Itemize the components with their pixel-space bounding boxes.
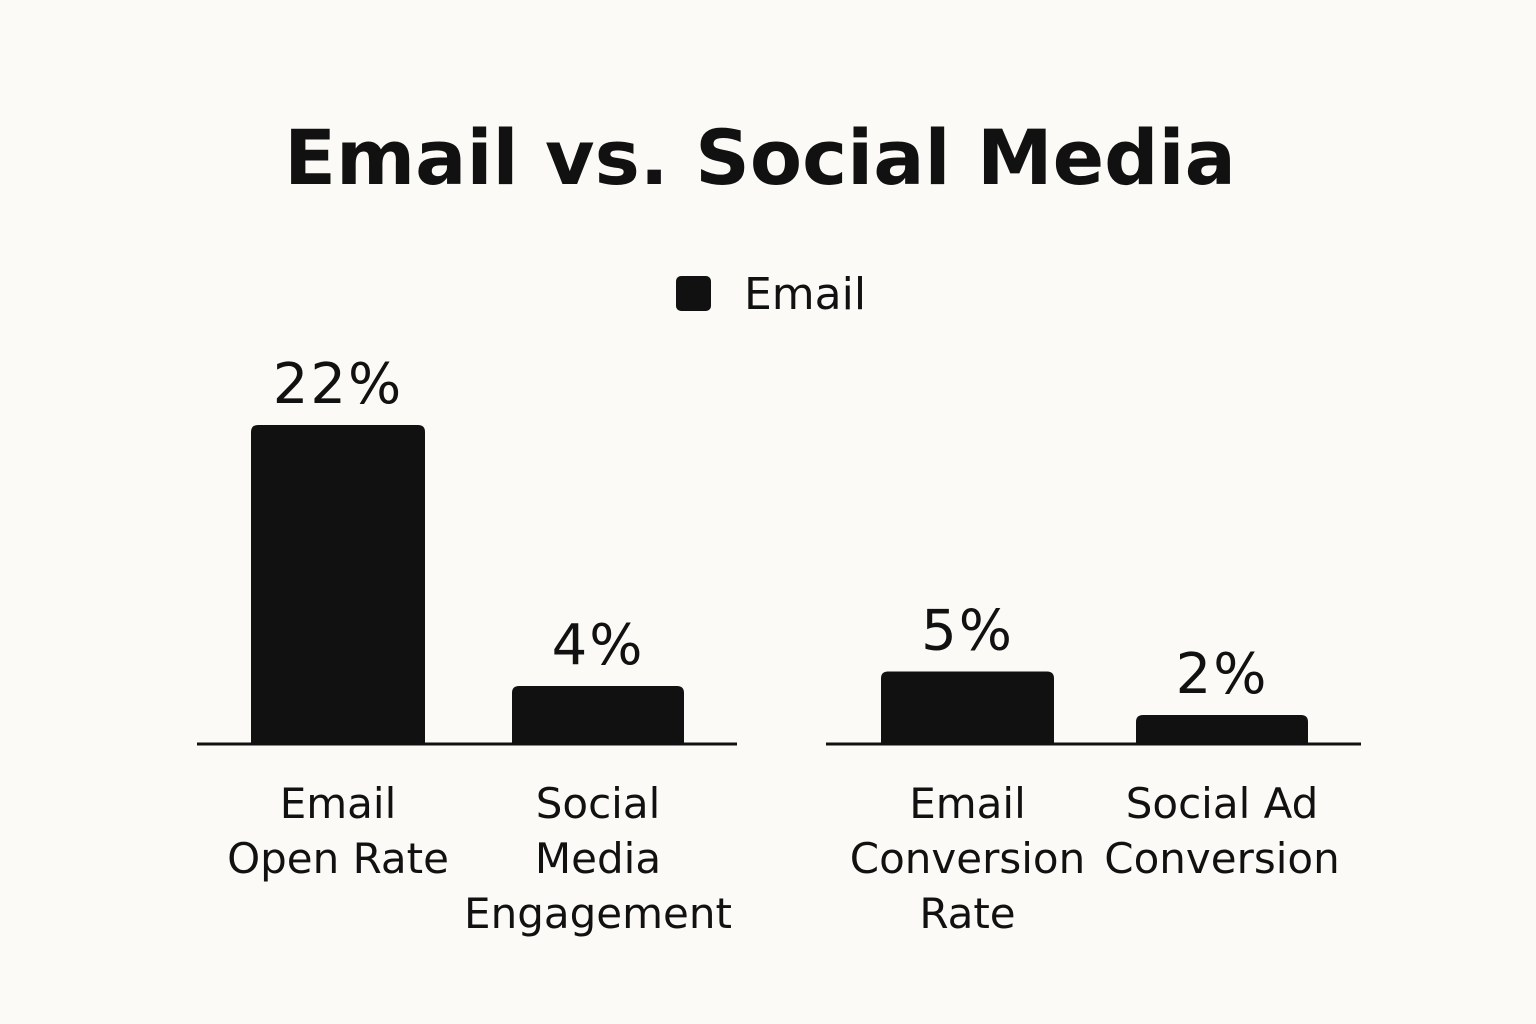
category-label-2-1: Email Conversion Rate: [850, 779, 1085, 938]
category-label-line: Email: [280, 779, 397, 828]
data-label-1-2: 4%: [552, 613, 645, 678]
bar-2-1: [881, 671, 1054, 744]
category-label-2-2: Social Ad Conversion: [1104, 779, 1339, 883]
category-label-1-1: Email Open Rate: [227, 779, 449, 883]
category-label-line: Rate: [919, 889, 1015, 938]
bar-1-1: [251, 425, 425, 744]
legend-swatch: [676, 276, 711, 311]
category-label-line: Media: [535, 834, 661, 883]
category-label-line: Email: [909, 779, 1026, 828]
category-label-line: Social: [536, 779, 661, 828]
category-label-line: Conversion: [1104, 834, 1339, 883]
category-label-1-2: Social Media Engagement: [464, 779, 732, 938]
data-label-1-1: 22%: [273, 352, 403, 417]
bar-2-2: [1136, 715, 1308, 744]
category-label-line: Open Rate: [227, 834, 449, 883]
data-label-2-1: 5%: [921, 599, 1014, 664]
category-label-line: Social Ad: [1126, 779, 1319, 828]
legend-label: Email: [744, 269, 866, 320]
bars-layer: 22% Email Open Rate 4% Social Media Engagement…: [197, 352, 1361, 938]
legend: Email: [676, 269, 866, 320]
category-label-line: Engagement: [464, 889, 732, 938]
chart-panel-1: 22% Email Open Rate 4% Social Media Engagement: [197, 352, 737, 938]
chart-title: Email vs. Social Media: [284, 113, 1236, 202]
data-label-2-2: 2%: [1176, 642, 1269, 707]
category-label-line: Conversion: [850, 834, 1085, 883]
bar-1-2: [512, 686, 684, 744]
chart-panel-2: 5% Email Conversion Rate 2% Social Ad Conversi…: [826, 599, 1361, 938]
